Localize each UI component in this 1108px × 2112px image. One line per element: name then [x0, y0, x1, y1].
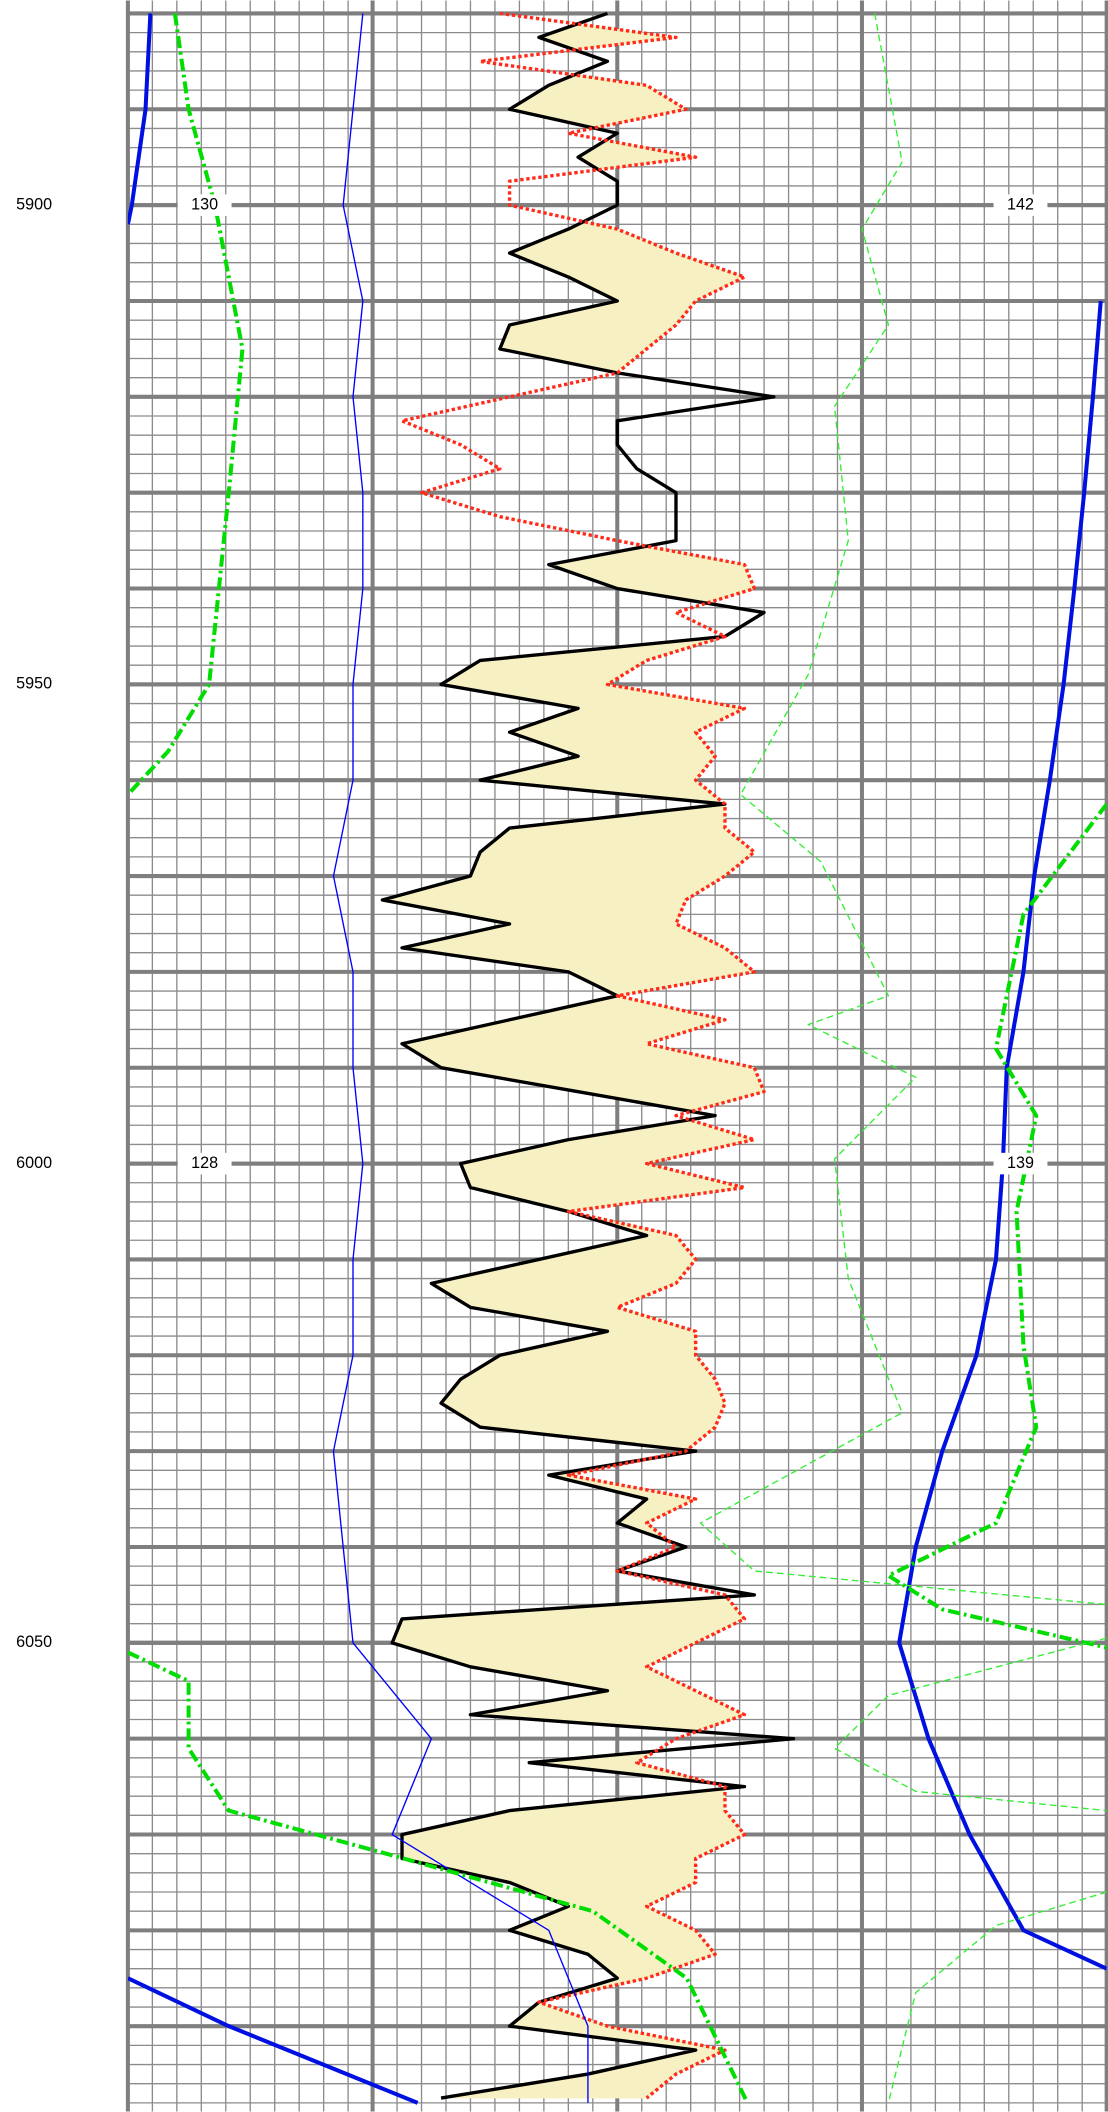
track-label-bg: [993, 1152, 1048, 1175]
fill-band: [440, 1378, 726, 1404]
fill-band: [401, 1834, 745, 1859]
fill-band: [479, 827, 756, 853]
log-curve: [699, 13, 1107, 2104]
track-label-bg: [993, 194, 1048, 216]
grid: [125, 0, 1108, 2112]
log-curve: [127, 13, 1107, 2104]
track-label: 130: [191, 195, 218, 213]
track-label-bg: [177, 1152, 232, 1175]
labels: 5900 5950 6000 6050 130 142 128 139: [16, 194, 1048, 1651]
fill-band: [439, 1402, 726, 1428]
depth-label: 5950: [16, 675, 52, 693]
curves: [127, 11, 1107, 2105]
track-label: 128: [191, 1154, 218, 1172]
fill-band: [469, 851, 756, 877]
depth-label: 6000: [16, 1154, 52, 1172]
track-label: 139: [1007, 1154, 1034, 1172]
fill-band: [391, 1618, 745, 1644]
depth-label: 5900: [16, 195, 52, 213]
depth-label: 6050: [16, 1633, 52, 1651]
track-label-bg: [177, 194, 232, 216]
fill-band: [459, 1354, 716, 1380]
log-curve: [332, 13, 589, 2103]
log-curve: [400, 11, 766, 2100]
log-curve: [380, 11, 796, 2100]
track-label: 142: [1007, 195, 1034, 213]
